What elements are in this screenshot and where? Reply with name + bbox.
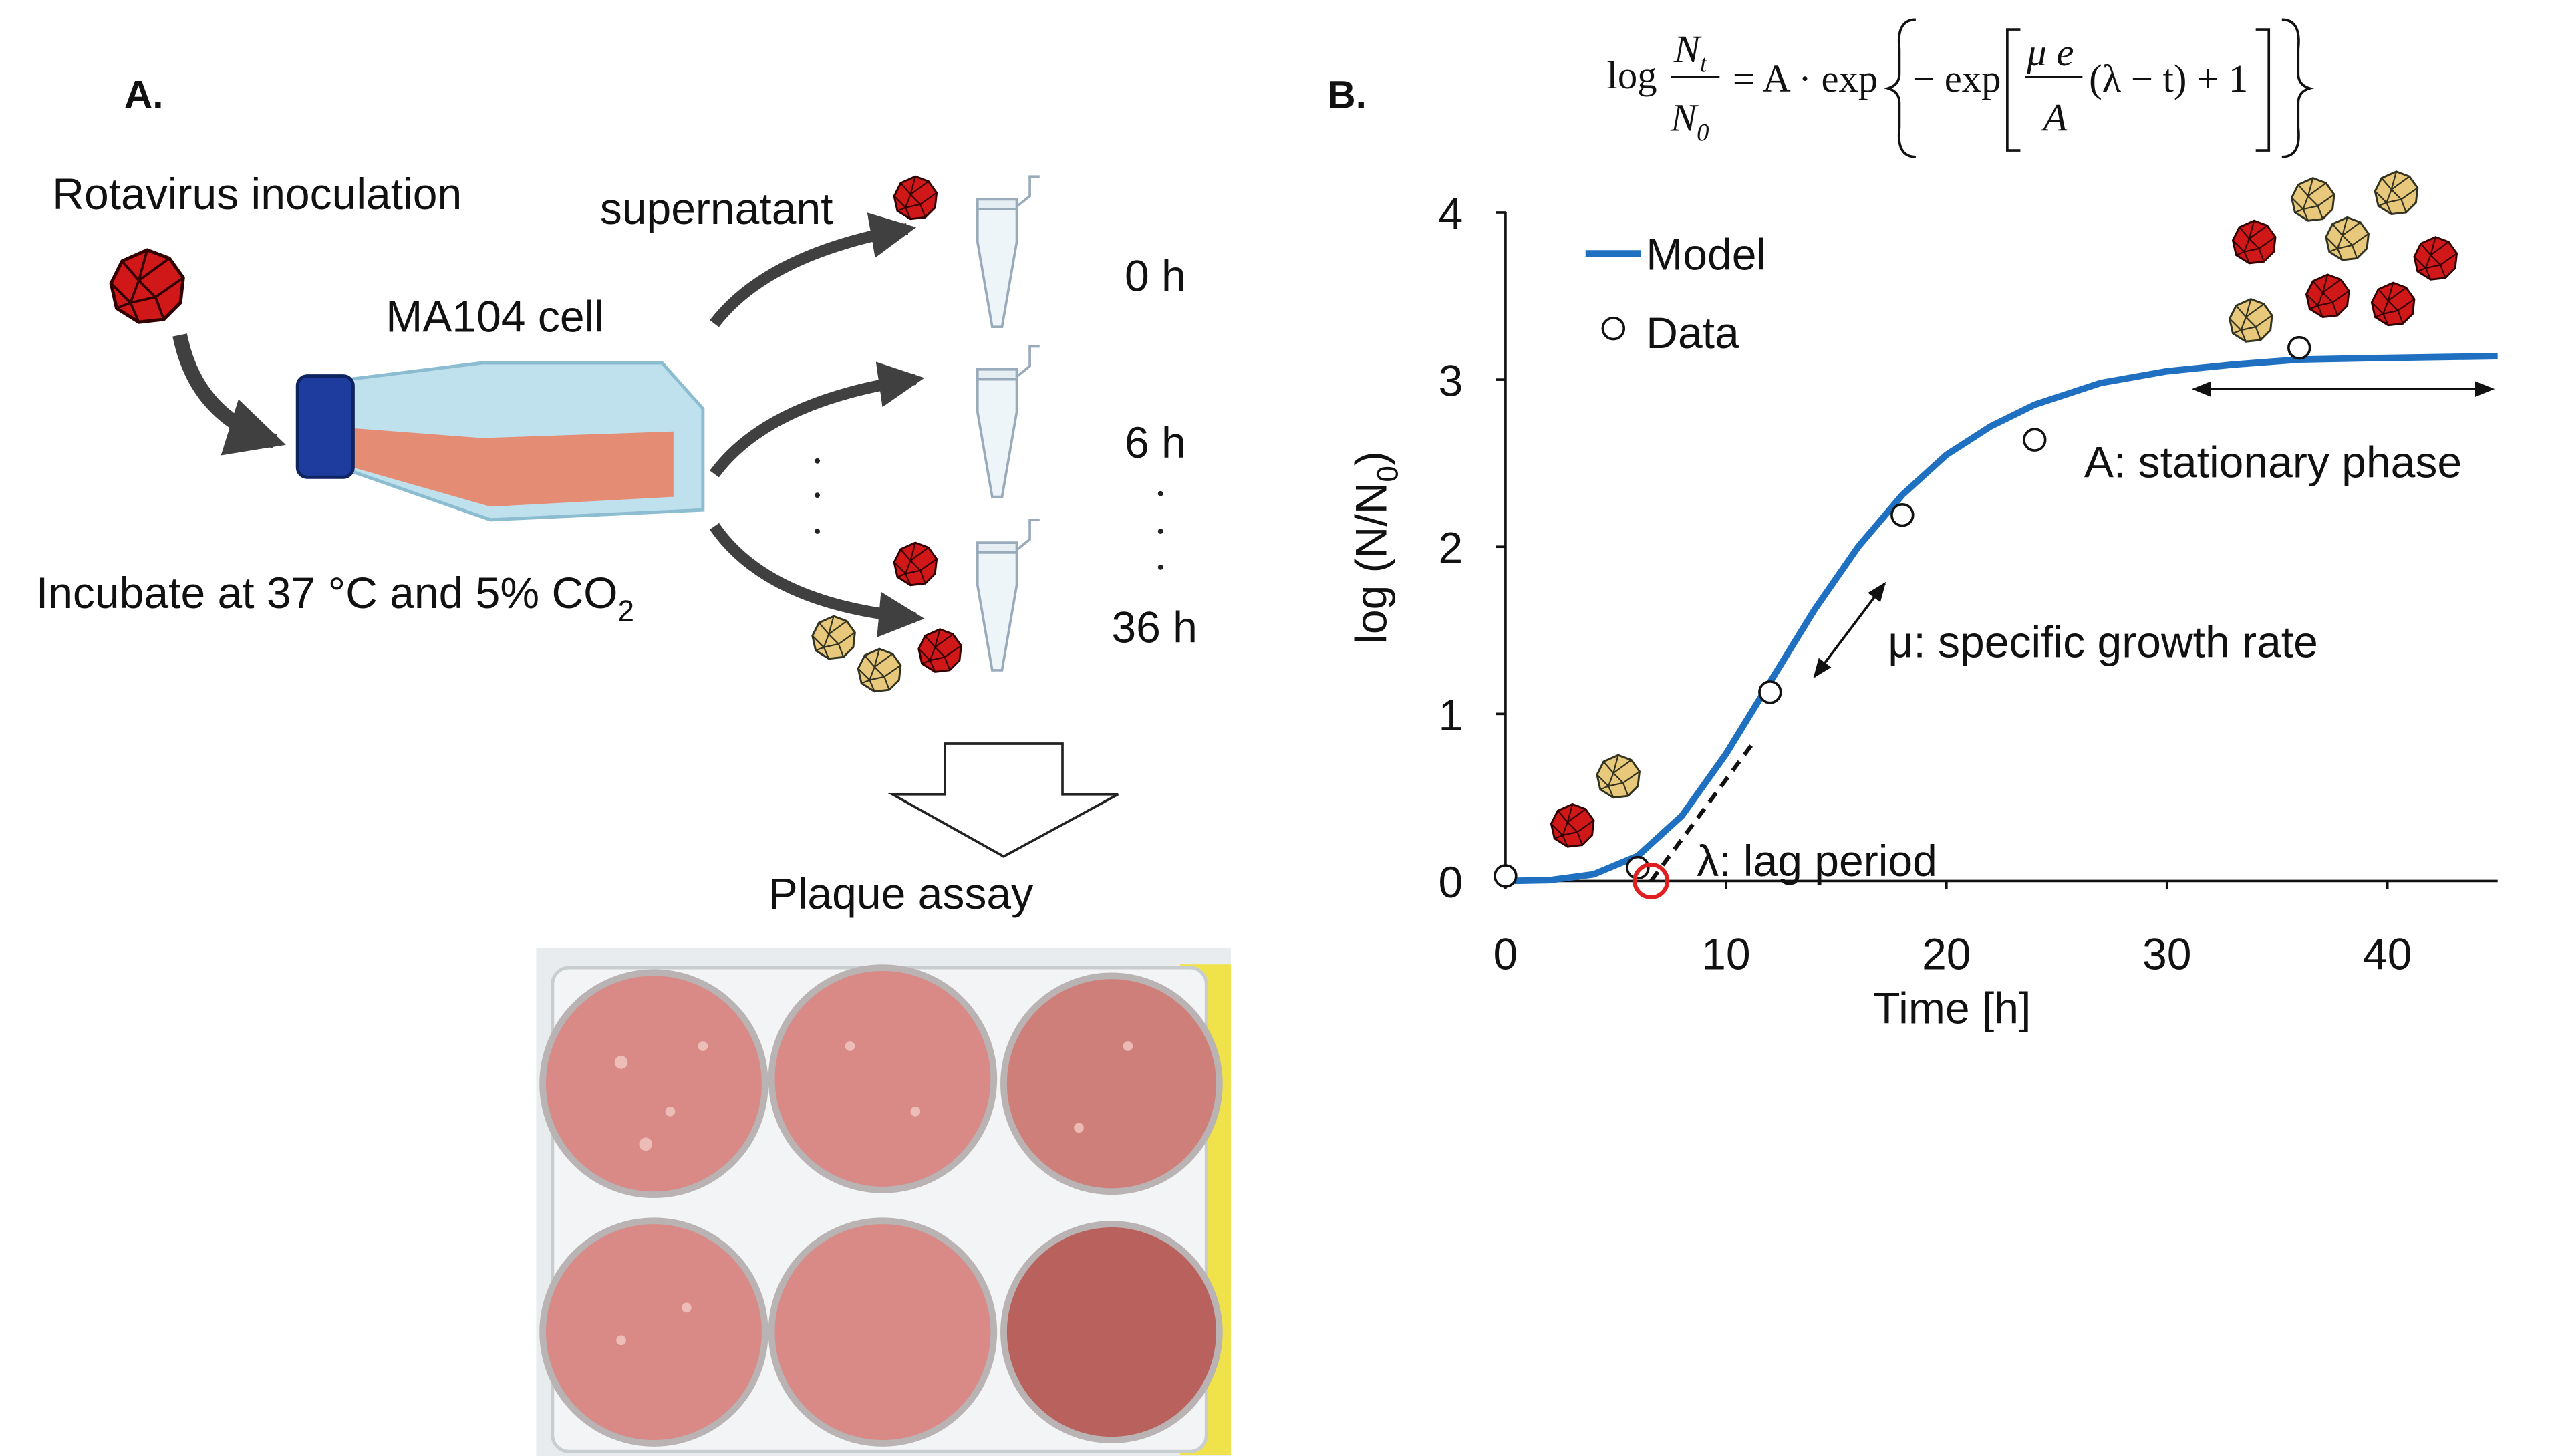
arrow	[710, 212, 917, 327]
equation-part: − exp	[1912, 57, 2001, 100]
equation-part: μ e	[2026, 31, 2074, 74]
plaque-plate-photo	[536, 948, 1231, 1456]
panel-label: B.	[1327, 73, 1367, 116]
label: Incubate at 37 °C and 5% CO2	[36, 568, 634, 628]
equation-part: (λ − t) + 1	[2089, 57, 2248, 100]
equation-part: Nt	[1673, 27, 1707, 78]
x-tick-label: 40	[2363, 929, 2412, 979]
legend-label: Data	[1646, 308, 1739, 357]
equation-part: N0	[1670, 96, 1709, 146]
data-point	[1890, 502, 1915, 527]
virus-icon	[2374, 170, 2419, 215]
flask	[295, 361, 705, 522]
time-label: 0 h	[1125, 251, 1186, 300]
label: Plaque assay	[768, 869, 1033, 918]
virus-icon	[2291, 177, 2335, 222]
equation-part: A	[2041, 96, 2068, 140]
virus-icon	[1596, 754, 1641, 799]
arrow	[709, 523, 925, 637]
data-point	[1626, 855, 1650, 880]
y-tick-label: 1	[1439, 690, 1463, 740]
equation: log Nt N0 = A · exp − exp μ e A (λ − t) …	[1607, 18, 2315, 158]
brace	[1883, 18, 1916, 158]
label: MA104 cell	[386, 292, 604, 341]
panel-b: B. log Nt N0 = A · exp − exp μ e A (λ − …	[1327, 18, 2498, 1032]
tube	[976, 175, 1041, 329]
ellipsis	[815, 458, 1163, 570]
x-tick-label: 10	[1701, 929, 1750, 979]
annotation: μ: specific growth rate	[1888, 617, 2318, 666]
virus-icon	[811, 615, 856, 660]
virus-icon	[2413, 236, 2458, 281]
virus-icon	[893, 175, 938, 221]
down-arrow	[887, 742, 1119, 858]
y-tick-label: 4	[1439, 188, 1463, 238]
virus-icon	[2231, 219, 2277, 265]
arrow	[172, 333, 286, 456]
annotation-arrow	[1813, 581, 1886, 679]
time-label: 36 h	[1111, 602, 1197, 651]
virus-icon	[2325, 216, 2370, 261]
time-label: 6 h	[1125, 418, 1186, 467]
x-tick-label: 20	[1922, 929, 1971, 979]
brace	[2281, 18, 2315, 158]
data-point	[2023, 428, 2047, 452]
panel-a: A. Rotavirus inoculation MA104 cell Incu…	[36, 73, 1231, 1456]
lag-marker	[1633, 862, 1670, 899]
equation-part: = A · exp	[1733, 57, 1878, 100]
tube	[976, 519, 1041, 672]
annotation: λ: lag period	[1697, 836, 1937, 885]
y-tick-label: 2	[1439, 523, 1463, 573]
virus-icon	[893, 541, 938, 587]
x-tick-label: 0	[1494, 929, 1518, 979]
panel-label: A.	[124, 73, 164, 116]
x-tick-label: 30	[2142, 929, 2191, 979]
x-axis-label: Time [h]	[1873, 983, 2031, 1032]
annotation: A: stationary phase	[2084, 437, 2462, 486]
y-tick-label: 0	[1439, 857, 1463, 907]
data-point	[1494, 864, 1518, 888]
equation-part: log	[1607, 53, 1657, 97]
bracket	[2006, 28, 2021, 152]
virus-icon	[857, 647, 902, 693]
virus-icon	[2305, 273, 2350, 319]
virus-icon	[1550, 803, 1595, 848]
data-point	[1758, 680, 1782, 704]
virus-icon	[2229, 298, 2273, 343]
label: Rotavirus inoculation	[52, 169, 462, 219]
tangent-line	[1649, 742, 1754, 883]
bracket	[2255, 28, 2271, 152]
legend-swatch	[1601, 316, 1626, 341]
virus-icon	[111, 250, 183, 322]
arrow	[710, 361, 925, 478]
virus-icon	[917, 628, 962, 673]
virus-icon	[2370, 281, 2416, 327]
y-axis-label: log (N/N0)	[1346, 451, 1404, 644]
tube	[976, 345, 1041, 498]
data-point	[2287, 335, 2311, 360]
y-tick-label: 3	[1439, 356, 1463, 406]
label: supernatant	[600, 184, 833, 233]
legend-label: Model	[1646, 230, 1766, 279]
